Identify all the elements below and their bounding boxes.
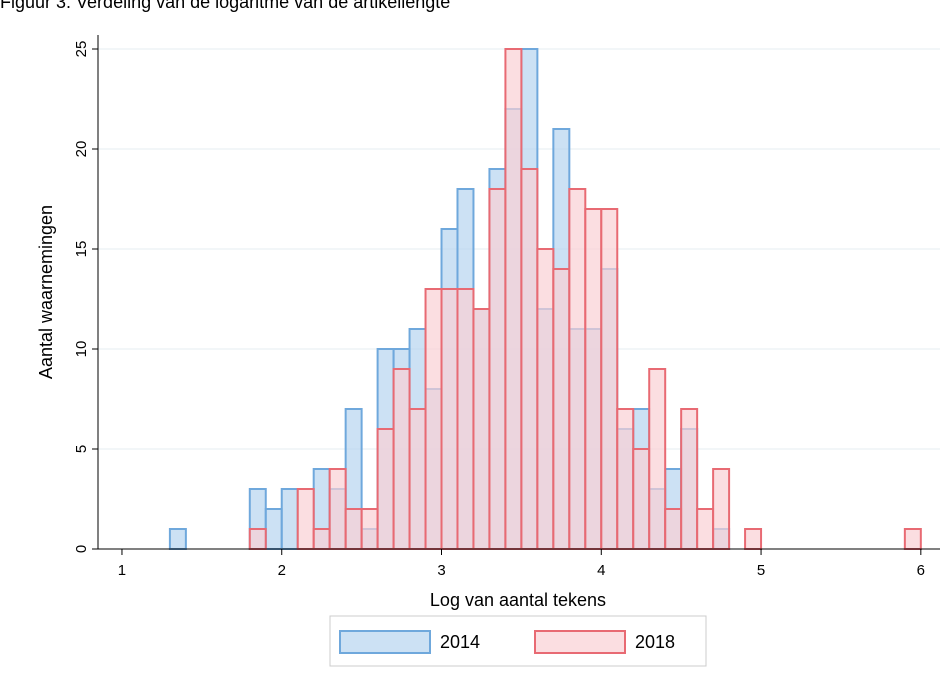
bar [712, 468, 731, 550]
bar [264, 508, 283, 550]
x-tick-label: 6 [917, 562, 925, 579]
bar [328, 468, 347, 550]
bar [376, 428, 395, 550]
bar [584, 208, 603, 550]
bar [456, 288, 475, 550]
legend-swatch [339, 630, 431, 654]
bar [536, 248, 555, 550]
bar [744, 528, 763, 550]
legend-label: 2018 [635, 632, 675, 652]
y-axis-label: Aantal waarnemingen [36, 205, 56, 379]
x-axis-label: Log van aantal tekens [430, 590, 606, 610]
bar [600, 208, 619, 550]
x-tick-label: 3 [437, 562, 445, 579]
bar [648, 368, 667, 550]
bar [440, 288, 459, 550]
bar [488, 188, 507, 550]
bar [472, 308, 491, 550]
chart-title: Figuur 3. Verdeling van de logaritme van… [0, 0, 450, 12]
bar [616, 408, 635, 550]
bar [632, 448, 651, 550]
bar [280, 488, 299, 550]
x-tick-label: 4 [597, 562, 605, 579]
bar [520, 168, 539, 550]
bar [296, 488, 315, 550]
bar [568, 188, 587, 550]
bar [903, 528, 922, 550]
bar [248, 528, 267, 550]
y-tick-label: 0 [73, 545, 90, 553]
y-tick-label: 15 [73, 241, 90, 258]
bar [312, 528, 331, 550]
x-tick-label: 1 [118, 562, 126, 579]
bar [696, 508, 715, 550]
bar [344, 508, 363, 550]
y-tick-label: 20 [73, 141, 90, 158]
bar [504, 48, 523, 550]
bar [552, 268, 571, 550]
y-tick-label: 10 [73, 341, 90, 358]
y-tick-label: 5 [73, 445, 90, 453]
bar [392, 368, 411, 550]
legend-swatch [534, 630, 626, 654]
x-tick-label: 5 [757, 562, 765, 579]
legend-label: 2014 [440, 632, 480, 652]
bar [360, 508, 379, 550]
x-tick-label: 2 [278, 562, 286, 579]
y-tick-label: 25 [73, 41, 90, 58]
bar [424, 288, 443, 550]
bar [680, 408, 699, 550]
bar [408, 408, 427, 550]
bar [664, 508, 683, 550]
bar [168, 528, 187, 550]
